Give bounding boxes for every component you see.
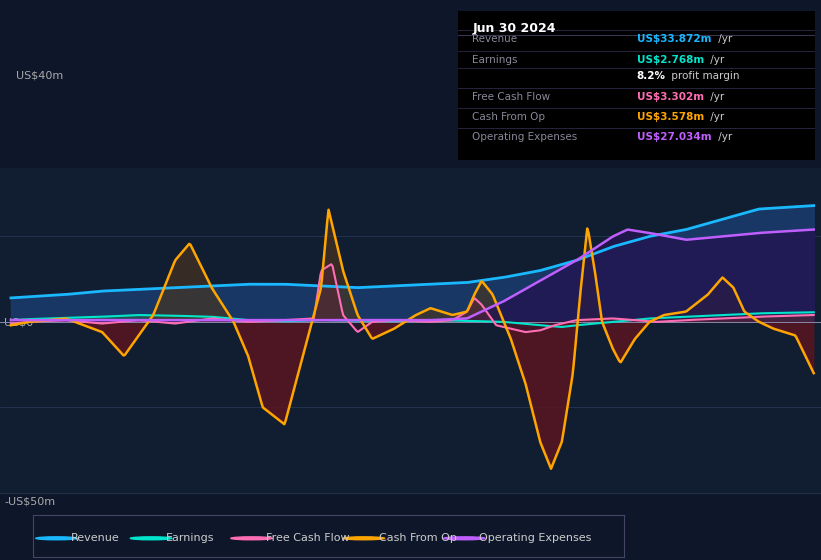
Text: /yr: /yr: [715, 34, 732, 44]
Text: Cash From Op: Cash From Op: [378, 533, 456, 543]
Text: US$3.578m: US$3.578m: [637, 111, 704, 122]
Text: Cash From Op: Cash From Op: [472, 111, 545, 122]
Text: Earnings: Earnings: [472, 55, 518, 65]
Text: Operating Expenses: Operating Expenses: [472, 132, 578, 142]
Text: US$0: US$0: [4, 318, 34, 328]
Circle shape: [231, 537, 273, 540]
Text: US$40m: US$40m: [16, 71, 64, 81]
Text: profit margin: profit margin: [668, 72, 740, 82]
Text: Free Cash Flow: Free Cash Flow: [266, 533, 350, 543]
Text: /yr: /yr: [715, 132, 732, 142]
Text: Revenue: Revenue: [472, 34, 517, 44]
Text: Operating Expenses: Operating Expenses: [479, 533, 591, 543]
Text: 8.2%: 8.2%: [637, 72, 666, 82]
Text: Jun 30 2024: Jun 30 2024: [472, 22, 556, 35]
Circle shape: [343, 537, 384, 540]
Text: /yr: /yr: [708, 111, 725, 122]
Text: US$3.302m: US$3.302m: [637, 92, 704, 102]
Circle shape: [443, 537, 485, 540]
Text: Earnings: Earnings: [166, 533, 214, 543]
Circle shape: [36, 537, 77, 540]
Text: /yr: /yr: [708, 55, 725, 65]
Circle shape: [131, 537, 172, 540]
Text: Revenue: Revenue: [71, 533, 120, 543]
Text: -US$50m: -US$50m: [4, 496, 55, 506]
Text: US$2.768m: US$2.768m: [637, 55, 704, 65]
Text: US$27.034m: US$27.034m: [637, 132, 711, 142]
Text: US$33.872m: US$33.872m: [637, 34, 711, 44]
Text: /yr: /yr: [708, 92, 725, 102]
Text: Free Cash Flow: Free Cash Flow: [472, 92, 551, 102]
